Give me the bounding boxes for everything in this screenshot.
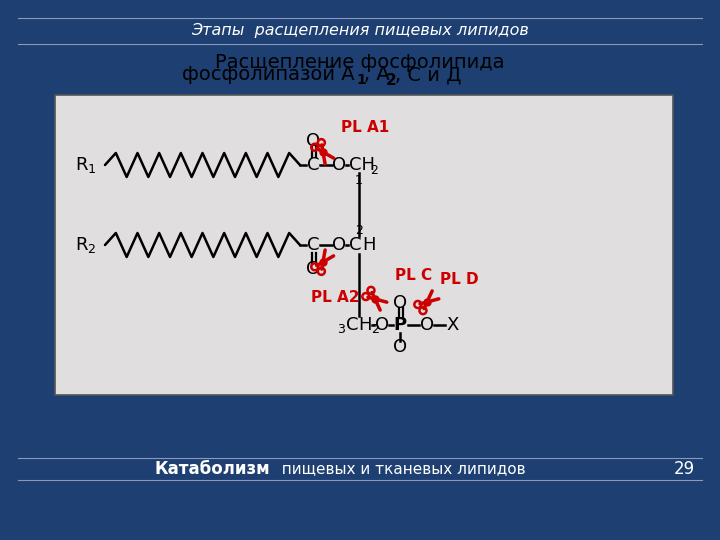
Text: O: O: [306, 132, 320, 150]
Text: O: O: [332, 156, 346, 174]
Text: O: O: [332, 236, 346, 254]
Text: 1: 1: [356, 73, 366, 87]
Text: X: X: [446, 316, 459, 334]
Text: $_3$CH$_2$: $_3$CH$_2$: [337, 315, 381, 335]
Text: O: O: [306, 260, 320, 278]
Text: R$_2$: R$_2$: [75, 235, 96, 255]
Text: 2: 2: [386, 73, 397, 88]
Text: 29: 29: [674, 460, 695, 478]
Text: 2: 2: [370, 164, 378, 177]
Text: Этапы  расщепления пищевых липидов: Этапы расщепления пищевых липидов: [191, 23, 529, 37]
Text: CH: CH: [349, 156, 375, 174]
FancyBboxPatch shape: [55, 95, 673, 395]
Text: PL C: PL C: [395, 267, 432, 282]
Text: , А: , А: [364, 65, 390, 84]
Text: 2: 2: [355, 224, 363, 237]
Text: фосфолипазой А: фосфолипазой А: [182, 65, 355, 84]
Text: PL D: PL D: [440, 273, 479, 287]
Text: R$_1$: R$_1$: [75, 155, 96, 175]
Text: O: O: [393, 294, 407, 312]
Text: C: C: [349, 236, 361, 254]
Text: пищевых и тканевых липидов: пищевых и тканевых липидов: [272, 462, 526, 476]
Text: C: C: [307, 236, 319, 254]
Text: 1: 1: [355, 173, 363, 186]
Text: PL A1: PL A1: [341, 120, 390, 136]
Text: PL A2: PL A2: [311, 291, 359, 306]
Text: P: P: [393, 316, 407, 334]
Text: O: O: [393, 338, 407, 356]
Text: O: O: [420, 316, 434, 334]
Text: Катаболизм: Катаболизм: [154, 460, 270, 478]
Text: , С и Д: , С и Д: [395, 65, 462, 84]
Text: Расщепление фосфолипида: Расщепление фосфолипида: [215, 52, 505, 71]
Text: H: H: [362, 236, 376, 254]
Text: O: O: [375, 316, 389, 334]
Text: C: C: [307, 156, 319, 174]
